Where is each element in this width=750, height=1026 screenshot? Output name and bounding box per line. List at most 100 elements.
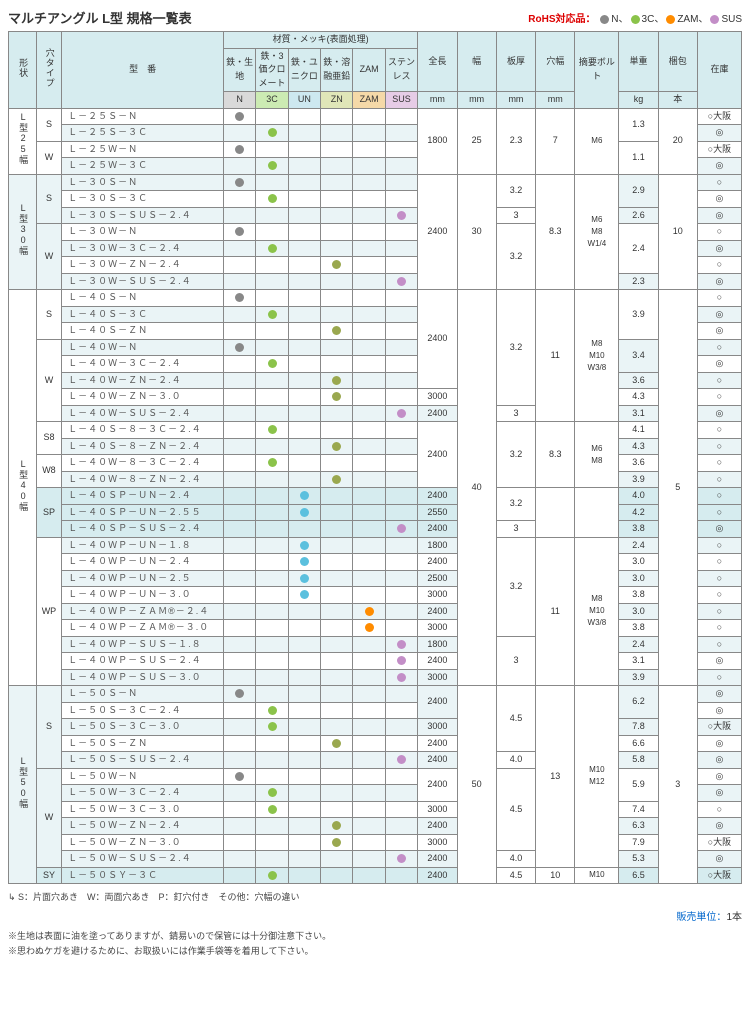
mat-cell-ZAM [353, 686, 385, 703]
dot-3C [268, 788, 277, 797]
table-row: Ｌ－４０ＷＰ－ＵＮ－３.０30003.8○ [9, 587, 742, 604]
mat-cell-UN [288, 719, 320, 736]
length-cell: 2400 [418, 603, 457, 620]
mat-cell-N [224, 422, 256, 439]
dot-3C [268, 244, 277, 253]
width-cell: 50 [457, 686, 496, 884]
mat-cell-SUS [385, 554, 417, 571]
weight-cell: 4.1 [619, 422, 658, 439]
model-cell: Ｌ－３０Ｗ－３Ｃ－２.４ [62, 240, 224, 257]
bolt-cell: M6 M8 [575, 422, 619, 488]
stock-cell: ◎ [697, 191, 741, 208]
mat-cell-3C [256, 603, 288, 620]
mat-cell-SUS [385, 240, 417, 257]
dot-3C [268, 359, 277, 368]
thick-cell: 4.5 [496, 768, 535, 851]
mat-cell-3C [256, 818, 288, 835]
mat-cell-ZN [321, 719, 353, 736]
mat-cell-UN [288, 141, 320, 158]
mat-cell-3C [256, 867, 288, 884]
mat-cell-N [224, 702, 256, 719]
mat-cell-SUS [385, 801, 417, 818]
stock-cell: ◎ [697, 768, 741, 785]
dot-3C [268, 310, 277, 319]
weight-cell: 3.4 [619, 339, 658, 372]
weight-cell: 3.8 [619, 620, 658, 637]
mat-cell-UN [288, 785, 320, 802]
model-cell: Ｌ－４０Ｗ－ＳＵＳ－２.４ [62, 405, 224, 422]
col-mat-ZN: 鉄・溶融亜鉛 [321, 48, 353, 92]
holetype-cell: S [36, 174, 61, 224]
mat-cell-UN [288, 752, 320, 769]
col-model: 型 番 [62, 32, 224, 109]
weight-cell: 2.4 [619, 224, 658, 274]
weight-cell: 7.9 [619, 834, 658, 851]
table-row: Ｌ－４０Ｗ－８－ＺＮ－２.４3.9○ [9, 471, 742, 488]
mat-cell-ZAM [353, 257, 385, 274]
dot-SUS [397, 755, 406, 764]
mat-cell-3C [256, 438, 288, 455]
mat-cell-ZAM [353, 191, 385, 208]
dot-N [235, 145, 244, 154]
model-cell: Ｌ－５０Ｓ－３Ｃ－３.０ [62, 719, 224, 736]
mat-cell-ZAM [353, 620, 385, 637]
mat-cell-ZN [321, 422, 353, 439]
stock-cell: ◎ [697, 323, 741, 340]
model-cell: Ｌ－３０Ｗ－ＺＮ－２.４ [62, 257, 224, 274]
length-cell: 2400 [418, 768, 457, 801]
mat-cell-ZN [321, 785, 353, 802]
dot-UN [300, 508, 309, 517]
dot-ZAM [365, 623, 374, 632]
table-row: Ｌ－４０Ｓ－８－ＺＮ－２.４4.3○ [9, 438, 742, 455]
col-bolt: 摘要ボルト [575, 32, 619, 109]
mat-cell-N [224, 752, 256, 769]
model-cell: Ｌ－５０Ｓ－３Ｃ－２.４ [62, 702, 224, 719]
dot-UN [300, 574, 309, 583]
mat-cell-ZN [321, 554, 353, 571]
stock-cell: ◎ [697, 521, 741, 538]
mat-cell-N [224, 306, 256, 323]
mat-cell-ZN [321, 356, 353, 373]
model-cell: Ｌ－５０Ｓ－ＳＵＳ－２.４ [62, 752, 224, 769]
mat-cell-SUS [385, 488, 417, 505]
weight-cell: 6.5 [619, 867, 658, 884]
stock-cell: ◎ [697, 405, 741, 422]
col-mat-N: 鉄・生地 [224, 48, 256, 92]
stock-cell: ◎ [697, 752, 741, 769]
spec-table: 形状 穴タイプ 型 番 材質・メッキ(表面処理) 全長 幅 板厚 穴幅 摘要ボル… [8, 31, 742, 884]
width-cell: 30 [457, 174, 496, 290]
pack-cell: 5 [658, 290, 697, 686]
length-cell: 1800 [418, 108, 457, 174]
weight-cell: 7.8 [619, 719, 658, 736]
col-mat-UN: 鉄・ユニクロ [288, 48, 320, 92]
mat-cell-ZAM [353, 174, 385, 191]
col-weight: 単重 [619, 32, 658, 92]
thick-cell: 3.2 [496, 174, 535, 207]
model-cell: Ｌ－４０Ｗ－８－ＺＮ－２.４ [62, 471, 224, 488]
stock-cell: ○ [697, 554, 741, 571]
mat-cell-ZN [321, 224, 353, 241]
mat-cell-ZN [321, 488, 353, 505]
mat-cell-N [224, 504, 256, 521]
stock-cell: ○ [697, 339, 741, 356]
col-thick: 板厚 [496, 32, 535, 92]
mat-cell-UN [288, 603, 320, 620]
mat-cell-UN [288, 438, 320, 455]
mat-cell-3C [256, 686, 288, 703]
mat-cell-ZN [321, 504, 353, 521]
shape-cell: L型25幅 [9, 108, 37, 174]
dot-N [235, 112, 244, 121]
thick-cell: 3.2 [496, 422, 535, 488]
mat-cell-ZN [321, 537, 353, 554]
mat-cell-ZN [321, 240, 353, 257]
holetype-cell: S [36, 686, 61, 769]
weight-cell: 7.4 [619, 801, 658, 818]
rohs-dot [600, 15, 609, 24]
mat-cell-N [224, 207, 256, 224]
dot-ZN [332, 376, 341, 385]
table-row: Ｌ－４０ＷＰ－ＳＵＳ－２.４24003.1◎ [9, 653, 742, 670]
stock-cell: ◎ [697, 702, 741, 719]
mat-cell-ZN [321, 273, 353, 290]
mat-cell-SUS [385, 306, 417, 323]
stock-cell: ◎ [697, 653, 741, 670]
